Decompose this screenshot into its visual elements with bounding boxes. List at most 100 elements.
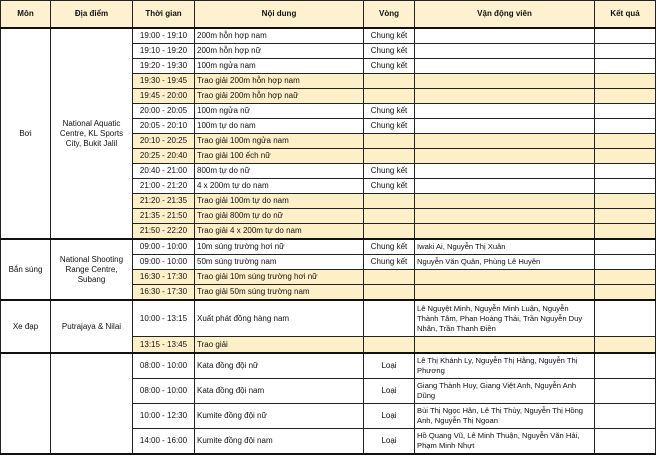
event-cell: 100m ngửa nam: [194, 58, 364, 74]
athletes-cell: Hồ Quang Vũ, Lê Minh Thuận, Nguyễn Văn H…: [414, 428, 595, 455]
event-cell: Xuất phát đồng hàng nam: [194, 299, 364, 337]
table-row: 20:00 - 20:05 100m ngửa nữ Chung kết: [1, 103, 656, 119]
result-cell: [594, 208, 656, 224]
table-row: 20:40 - 21:00 800m tự do nữ Chung kết: [1, 163, 656, 179]
time-cell: 20:05 - 20:10: [132, 118, 195, 134]
result-cell: [594, 148, 656, 164]
header-row: Môn Địa điểm Thời gian Nội dung Vòng Vận…: [0, 0, 656, 29]
result-cell: [594, 299, 656, 337]
athletes-cell: [414, 27, 595, 44]
event-cell: Trao giải 100 ếch nữ: [194, 148, 364, 164]
time-cell: 20:10 - 20:25: [132, 133, 195, 149]
event-cell: Trao giải 10m súng trường hơi nữ: [194, 269, 364, 285]
result-cell: [594, 352, 656, 379]
athletes-cell: [414, 43, 595, 59]
result-cell: [594, 238, 656, 255]
award-row: 21:50 - 22:20 Trao giải 4 x 200m tự do na…: [1, 223, 656, 240]
award-row: 19:30 - 19:45 Trao giải 200m hỗn hợp nam: [1, 73, 656, 89]
event-cell: 100m ngửa nữ: [194, 103, 364, 119]
time-cell: 08:00 - 10:00: [132, 378, 195, 404]
result-cell: [594, 43, 656, 59]
event-cell: 100m tự do nam: [194, 118, 364, 134]
header-round: Vòng: [363, 0, 415, 29]
event-cell: Kata đồng đội nữ: [194, 352, 364, 379]
round-cell: Chung kết: [363, 103, 415, 119]
event-cell: Kumite đồng đội nữ: [194, 403, 364, 429]
result-cell: [594, 163, 656, 179]
time-cell: 10:00 - 12:30: [132, 403, 195, 429]
award-row: 21:20 - 21:35 Trao giải 100m tự do nam: [1, 193, 656, 209]
event-cell: Trao giải 200m hỗn hợp nam: [194, 73, 364, 89]
round-cell: Chung kết: [363, 178, 415, 194]
round-cell: Loại: [363, 428, 415, 455]
round-cell: Chung kết: [363, 238, 415, 255]
result-cell: [594, 88, 656, 104]
athletes-cell: [414, 148, 595, 164]
athletes-cell: [414, 336, 595, 354]
athletes-cell: [414, 58, 595, 74]
event-cell: 800m tự do nữ: [194, 163, 364, 179]
header-result: Kết quả: [594, 0, 656, 29]
athletes-cell: Lê Thị Khánh Ly, Nguyễn Thị Hằng, Nguyễn…: [414, 352, 595, 379]
table-row: Bơi National Aquatic Centre, KL Sports Ci…: [0, 27, 656, 240]
header-sport: Môn: [0, 0, 51, 29]
event-cell: Trao giải 4 x 200m tự do nam: [194, 223, 364, 240]
sport-cell: Xe đạp: [0, 299, 51, 354]
athletes-cell: Bùi Thị Ngọc Hân, Lê Thị Thùy, Nguyễn Th…: [414, 403, 595, 429]
time-cell: 19:00 - 19:10: [132, 27, 195, 44]
result-cell: [594, 27, 656, 44]
event-cell: 200m hỗn hợp nữ: [194, 43, 364, 59]
event-cell: Trao giải 800m tự do nữ: [194, 208, 364, 224]
result-cell: [594, 193, 656, 209]
sport-cell: [0, 352, 51, 455]
round-cell: Chung kết: [363, 43, 415, 59]
result-cell: [594, 103, 656, 119]
round-cell: Loại: [363, 352, 415, 379]
result-cell: [594, 403, 656, 429]
athletes-cell: [414, 223, 595, 240]
award-row: 19:45 - 20:00 Trao giải 200m hỗn hợp naữ: [1, 88, 656, 104]
round-cell: [363, 73, 415, 89]
result-cell: [594, 269, 656, 285]
result-cell: [594, 254, 656, 270]
result-cell: [594, 378, 656, 404]
round-cell: Chung kết: [363, 27, 415, 44]
athletes-cell: [414, 103, 595, 119]
table-row: Bắn súng National Shooting Range Centre, …: [0, 238, 656, 301]
result-cell: [594, 336, 656, 354]
sport-cell: Bắn súng: [0, 238, 51, 301]
table-row: 09:00 - 10:00 50m súng trường nam Chung kế…: [1, 254, 656, 270]
time-cell: 14:00 - 16:00: [132, 428, 195, 455]
event-cell: Kata đồng đội nam: [194, 378, 364, 404]
athletes-cell: [414, 178, 595, 194]
time-cell: 09:00 - 10:00: [132, 254, 195, 270]
round-cell: [363, 269, 415, 285]
table-row: 10:00 - 12:30 Kumite đồng đội nữ Loại Bùi T…: [1, 403, 656, 429]
header-athletes: Vận động viên: [414, 0, 595, 29]
round-cell: [363, 88, 415, 104]
time-cell: 21:35 - 21:50: [132, 208, 195, 224]
award-row: 16:30 - 17:30 Trao giải 10m súng trường h…: [1, 269, 656, 285]
time-cell: 19:10 - 19:20: [132, 43, 195, 59]
event-cell: Kumite đồng đội nam: [194, 428, 364, 455]
round-cell: [363, 299, 415, 337]
athletes-cell: [414, 284, 595, 301]
award-row: 16:30 - 17:30 Trao giải 50m súng trường n…: [1, 284, 656, 301]
venue-cell: Putrajaya & Nilai: [50, 299, 133, 354]
round-cell: [363, 208, 415, 224]
round-cell: Chung kết: [363, 58, 415, 74]
award-row: 21:35 - 21:50 Trao giải 800m tự do nữ: [1, 208, 656, 224]
time-cell: 08:00 - 10:00: [132, 352, 195, 379]
header-event: Nội dung: [194, 0, 364, 29]
round-cell: Chung kết: [363, 118, 415, 134]
round-cell: [363, 336, 415, 354]
award-row: 20:10 - 20:25 Trao giải 100m ngửa nam: [1, 133, 656, 149]
time-cell: 20:00 - 20:05: [132, 103, 195, 119]
result-cell: [594, 118, 656, 134]
table-row: 21:00 - 21:20 4 x 200m tự do nam Chung kết: [1, 178, 656, 194]
athletes-cell: [414, 73, 595, 89]
event-cell: Trao giải 100m tự do nam: [194, 193, 364, 209]
result-cell: [594, 428, 656, 455]
event-cell: Trao giải: [194, 336, 364, 354]
